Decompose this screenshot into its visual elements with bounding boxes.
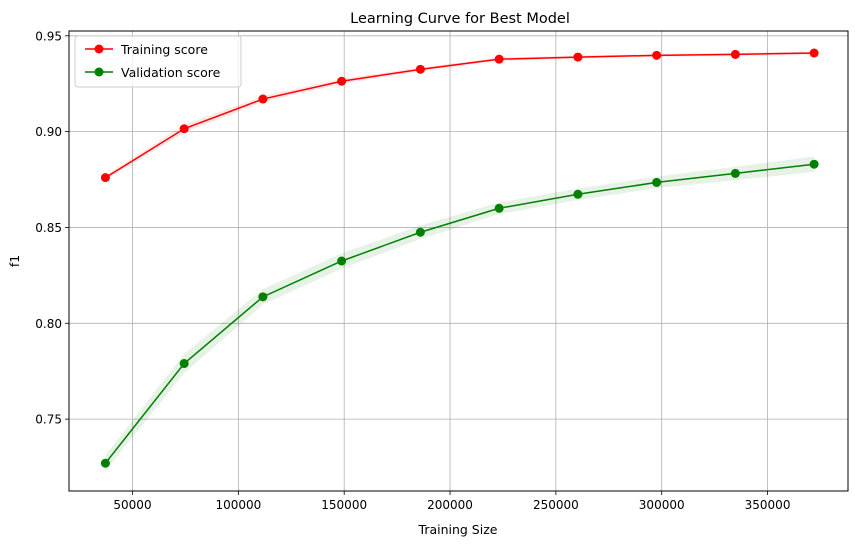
validation-score-point — [337, 256, 347, 266]
confidence-bands — [105, 51, 815, 471]
x-tick-label: 300000 — [639, 498, 685, 512]
chart-title: Learning Curve for Best Model — [350, 11, 570, 27]
legend-validation-label: Validation score — [121, 65, 221, 80]
training-score-point — [494, 54, 504, 64]
y-tick-label: 0.85 — [35, 221, 62, 235]
y-tick-label: 0.95 — [35, 29, 62, 43]
training-score-point — [100, 173, 110, 183]
training-score-point — [652, 50, 662, 60]
validation-score-point — [573, 189, 583, 199]
training-score-point — [415, 64, 425, 74]
training-score-point — [337, 76, 347, 86]
series-markers — [100, 48, 819, 468]
y-tick-label: 0.75 — [35, 413, 62, 427]
y-axis-ticks: 0.75 0.80 0.85 0.90 0.95 — [35, 29, 69, 427]
legend-training-marker — [94, 44, 104, 54]
plot-frame — [68, 30, 849, 492]
validation-score-point — [100, 458, 110, 468]
legend: Training score Validation score — [74, 35, 242, 88]
validation-score-band — [105, 156, 815, 471]
validation-score-point — [179, 359, 189, 369]
y-tick-label: 0.80 — [35, 317, 62, 331]
training-score-point — [179, 124, 189, 134]
series-lines — [104, 52, 815, 464]
x-axis-label: Training Size — [418, 522, 498, 537]
legend-training-label: Training score — [120, 42, 208, 57]
x-tick-label: 150000 — [321, 498, 367, 512]
validation-score-point — [730, 168, 740, 178]
y-axis-label: f1 — [7, 255, 22, 267]
validation-score-point — [415, 227, 425, 237]
legend-box — [74, 35, 242, 88]
training-score-point — [809, 48, 819, 58]
x-tick-label: 50000 — [113, 498, 151, 512]
y-tick-label: 0.90 — [35, 125, 62, 139]
validation-score-line — [104, 163, 815, 464]
training-score-point — [258, 94, 268, 104]
legend-validation-marker — [94, 67, 104, 77]
validation-score-point — [652, 177, 662, 187]
training-score-point — [573, 52, 583, 62]
x-tick-label: 250000 — [533, 498, 579, 512]
x-tick-label: 100000 — [215, 498, 261, 512]
x-tick-label: 350000 — [745, 498, 791, 512]
training-score-point — [730, 49, 740, 59]
validation-score-point — [809, 159, 819, 169]
validation-score-point — [494, 203, 504, 213]
training-score-line — [105, 52, 815, 179]
x-axis-ticks: 50000 100000 150000 200000 250000 300000 35000… — [113, 491, 790, 512]
x-tick-label: 200000 — [427, 498, 473, 512]
validation-score-point — [258, 292, 268, 302]
